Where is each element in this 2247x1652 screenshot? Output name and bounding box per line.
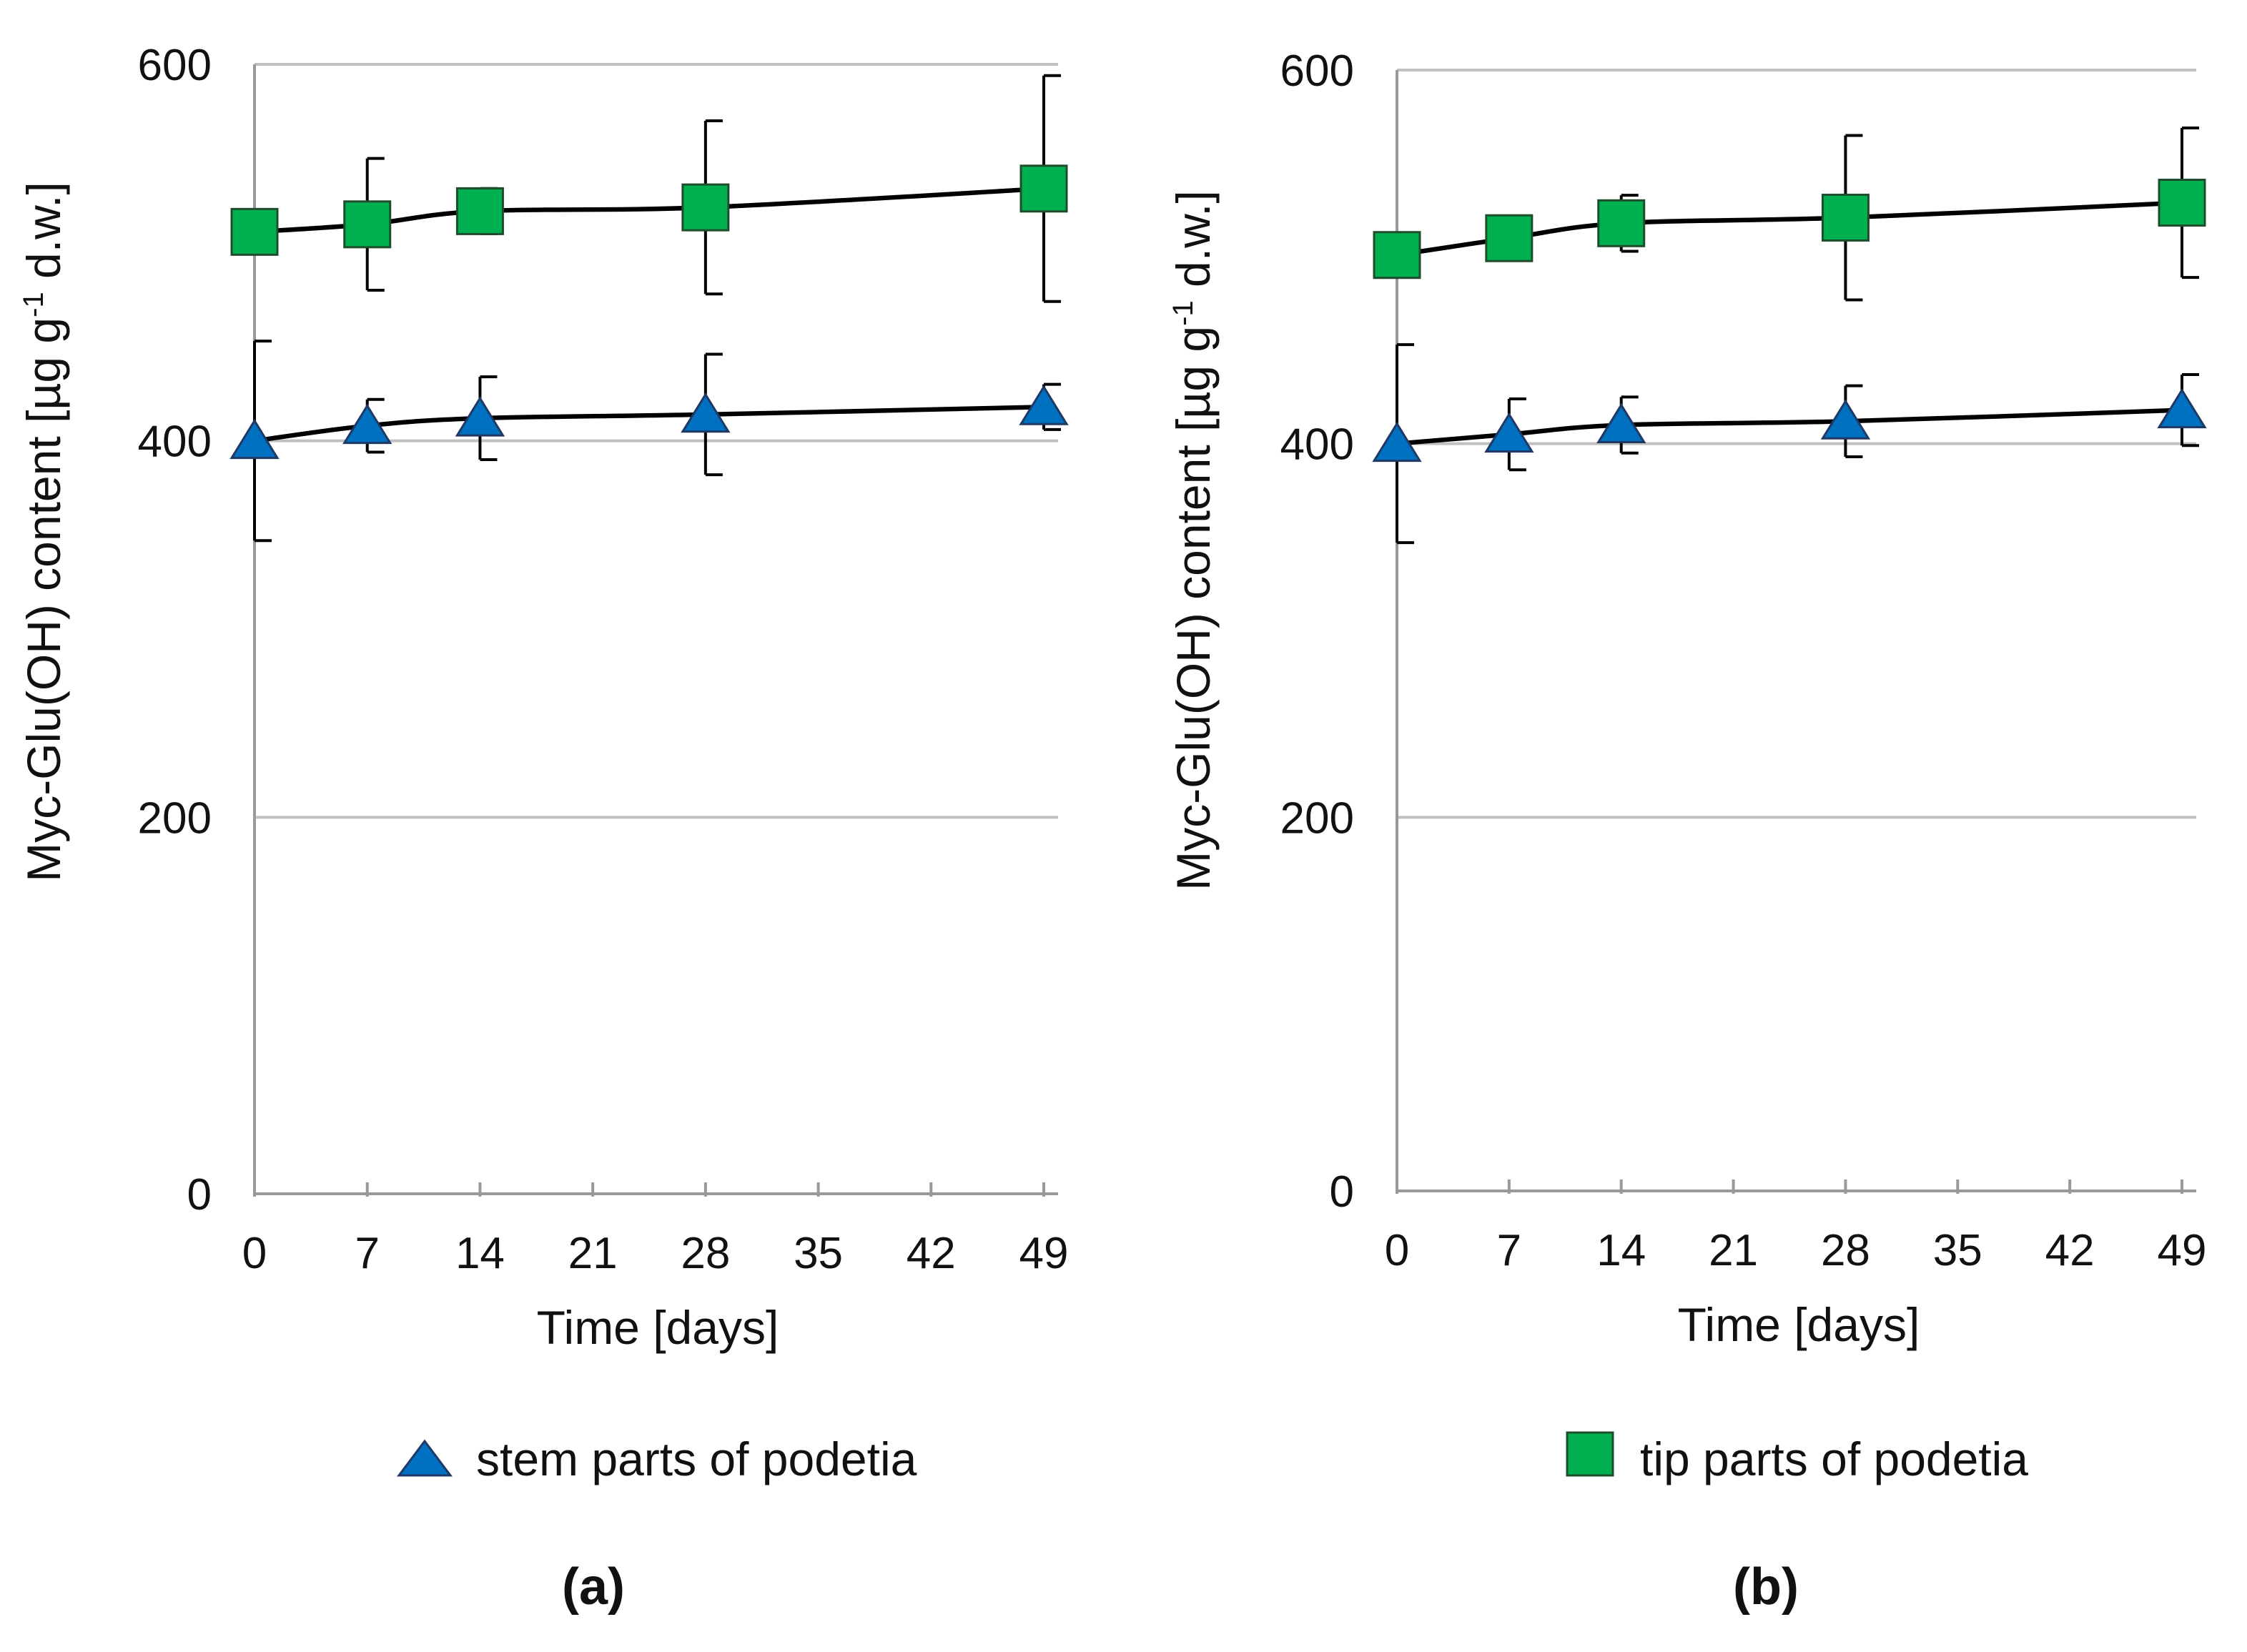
data-point-triangle — [455, 396, 505, 437]
legend-square-icon — [1566, 1431, 1614, 1477]
legend-triangle-icon — [397, 1439, 453, 1477]
x-tick-label: 21 — [568, 1229, 618, 1278]
y-tick-label: 400 — [1280, 420, 1354, 470]
data-point-triangle — [1596, 402, 1646, 444]
legend-stem-label: stem parts of podetia — [476, 1433, 917, 1485]
data-point-triangle — [1484, 412, 1534, 453]
x-tick-label: 42 — [907, 1229, 956, 1278]
y-tick-label: 600 — [1280, 46, 1354, 96]
x-tick-label: 0 — [1385, 1226, 1409, 1275]
panel-label-b: (b) — [1733, 1558, 1799, 1616]
x-tick-label: 14 — [455, 1229, 505, 1278]
y-tick-label: 0 — [1330, 1167, 1354, 1217]
data-point-square — [230, 207, 279, 256]
x-tick-label: 7 — [1497, 1226, 1521, 1275]
x-tick-label: 49 — [1019, 1229, 1069, 1278]
y-tick-label: 200 — [138, 793, 212, 843]
series-line — [254, 405, 1045, 443]
chart-a: 0 200 400 600 0 7 14 21 28 35 42 49 Time [days] Myc-G… — [17, 41, 1069, 1354]
data-point-triangle — [342, 403, 392, 445]
data-point-square — [1019, 164, 1068, 213]
y-tick-label: 400 — [138, 417, 212, 467]
x-axis-label: Time [days] — [537, 1301, 779, 1354]
data-point-triangle — [2157, 387, 2207, 429]
x-tick-label: 0 — [242, 1229, 267, 1278]
data-point-triangle — [1019, 385, 1069, 425]
data-point-square — [1597, 199, 1646, 247]
y-axis-label: Myc-Glu(OH) content [µg g-1 d.w.] — [17, 182, 70, 882]
x-axis-label: Time [days] — [1678, 1298, 1920, 1351]
data-point-triangle — [1820, 399, 1871, 440]
data-point-square — [1373, 231, 1421, 280]
x-tick-label: 7 — [355, 1229, 379, 1278]
y-tick-label: 200 — [1280, 793, 1354, 843]
series-line — [1396, 407, 2183, 446]
legend-stem: stem parts of podetia — [397, 1433, 917, 1485]
data-point-square — [2158, 179, 2206, 227]
y-tick-label: 0 — [187, 1170, 212, 1220]
x-tick-label: 14 — [1596, 1226, 1646, 1275]
x-tick-label: 21 — [1709, 1226, 1758, 1275]
x-tick-label: 35 — [794, 1229, 843, 1278]
x-tick-label: 49 — [2158, 1226, 2207, 1275]
data-point-square — [681, 183, 730, 232]
data-point-square — [1485, 214, 1534, 262]
x-tick-label: 42 — [2045, 1226, 2095, 1275]
y-axis-label: Myc-Glu(OH) content [µg g-1 d.w.] — [1167, 190, 1220, 891]
panel-label-a: (a) — [562, 1558, 625, 1616]
y-tick-label: 600 — [138, 41, 212, 90]
data-point-triangle — [681, 392, 731, 433]
data-point-square — [343, 200, 392, 249]
x-tick-label: 28 — [1821, 1226, 1870, 1275]
legend-tip-label: tip parts of podetia — [1640, 1433, 2028, 1485]
x-tick-label: 28 — [681, 1229, 730, 1278]
data-point-square — [1821, 193, 1870, 242]
data-point-triangle — [229, 418, 280, 460]
chart-b: 0 200 400 600 0 7 14 21 28 35 42 49 Time [days] Myc-G… — [1167, 46, 2207, 1351]
data-point-triangle — [1372, 421, 1422, 463]
legend-tip: tip parts of podetia — [1566, 1431, 2028, 1485]
data-point-square — [455, 187, 504, 235]
x-tick-label: 35 — [1933, 1226, 1982, 1275]
